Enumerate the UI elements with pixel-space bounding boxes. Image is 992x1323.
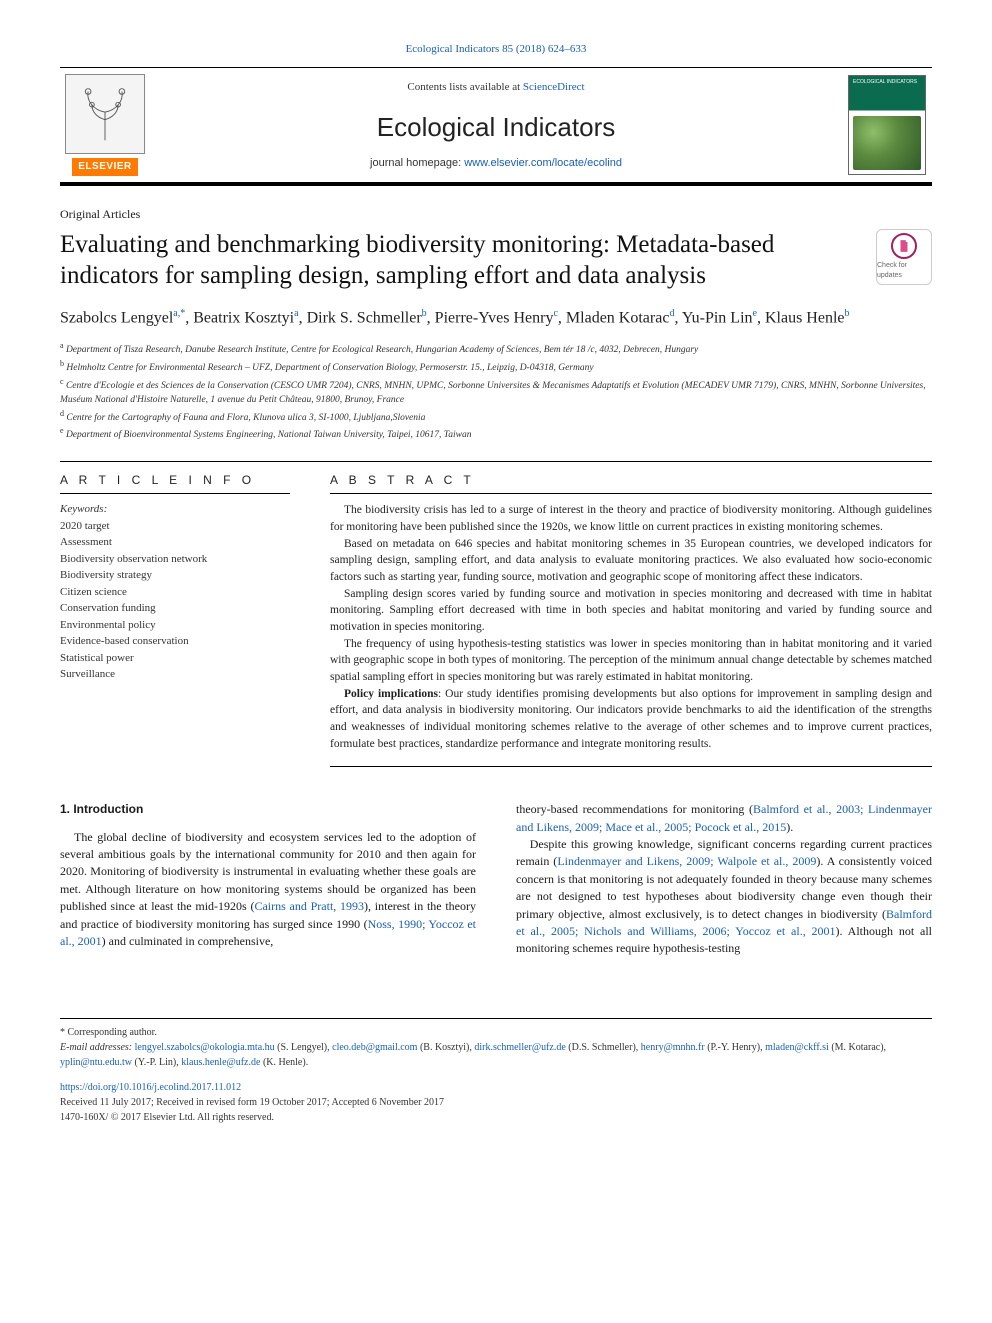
abstract-heading: A B S T R A C T	[330, 472, 932, 494]
publisher-tree-icon	[65, 74, 145, 154]
divider	[60, 461, 932, 462]
cover-title: ECOLOGICAL INDICATORS	[853, 80, 921, 86]
journal-cover-thumbnail: ECOLOGICAL INDICATORS	[848, 75, 926, 175]
email-addresses: E-mail addresses: lengyel.szabolcs@okolo…	[60, 1040, 932, 1070]
journal-homepage-line: journal homepage: www.elsevier.com/locat…	[162, 156, 830, 171]
publisher-block: ELSEVIER	[60, 74, 150, 176]
sciencedirect-link[interactable]: ScienceDirect	[523, 81, 585, 93]
cover-image-icon	[853, 116, 921, 170]
affiliation-list: a Department of Tisza Research, Danube R…	[60, 340, 932, 443]
contents-prefix: Contents lists available at	[407, 81, 522, 93]
footnotes: * Corresponding author. E-mail addresses…	[60, 1018, 932, 1070]
copyright-line: 1470-160X/ © 2017 Elsevier Ltd. All righ…	[60, 1112, 274, 1123]
section-heading-introduction: 1. Introduction	[60, 801, 476, 818]
check-updates-badge[interactable]: Check for updates	[876, 229, 932, 285]
publisher-badge: ELSEVIER	[72, 158, 137, 176]
journal-name: Ecological Indicators	[162, 109, 830, 145]
body-paragraph: The global decline of biodiversity and e…	[60, 829, 476, 951]
divider	[330, 766, 932, 767]
doi-link[interactable]: https://doi.org/10.1016/j.ecolind.2017.1…	[60, 1082, 241, 1093]
homepage-prefix: journal homepage:	[370, 157, 464, 169]
article-title: Evaluating and benchmarking biodiversity…	[60, 229, 860, 292]
emails-label: E-mail addresses:	[60, 1042, 135, 1053]
doi-block: https://doi.org/10.1016/j.ecolind.2017.1…	[60, 1080, 932, 1125]
article-type: Original Articles	[60, 206, 932, 223]
body-text: 1. Introduction The global decline of bi…	[60, 801, 932, 958]
article-info-heading: A R T I C L E I N F O	[60, 472, 290, 494]
check-updates-label: Check for updates	[877, 261, 931, 281]
crossmark-icon	[891, 233, 917, 259]
running-citation: Ecological Indicators 85 (2018) 624–633	[60, 42, 932, 57]
keywords-label: Keywords:	[60, 502, 290, 517]
masthead: ELSEVIER Contents lists available at Sci…	[60, 67, 932, 186]
journal-homepage-link[interactable]: www.elsevier.com/locate/ecolind	[464, 157, 622, 169]
keywords-list: 2020 targetAssessmentBiodiversity observ…	[60, 518, 290, 683]
abstract-body: The biodiversity crisis has led to a sur…	[330, 502, 932, 752]
corresponding-author-note: * Corresponding author.	[60, 1025, 932, 1040]
body-paragraph: theory-based recommendations for monitor…	[516, 801, 932, 958]
author-list: Szabolcs Lengyela,*, Beatrix Kosztyia, D…	[60, 306, 932, 330]
article-history: Received 11 July 2017; Received in revis…	[60, 1097, 444, 1108]
contents-available-line: Contents lists available at ScienceDirec…	[162, 80, 830, 95]
